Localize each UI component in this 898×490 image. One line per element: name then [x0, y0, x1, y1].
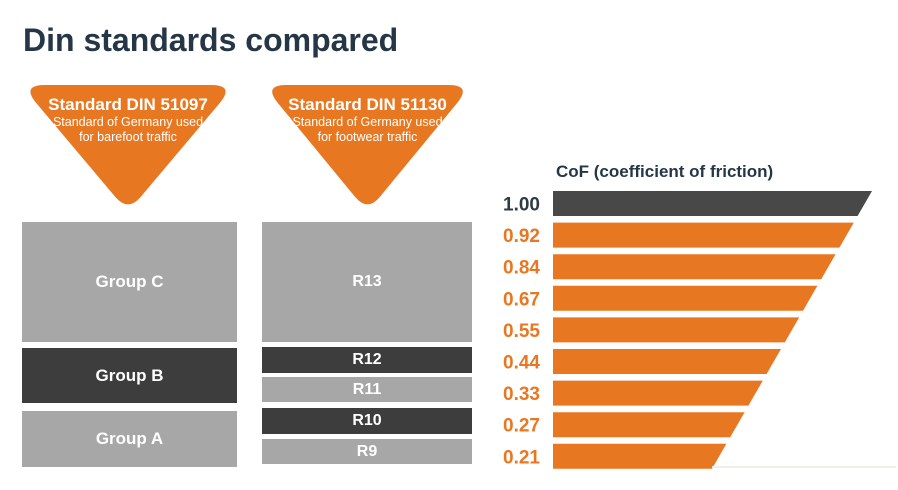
group-box-group-a: Group A: [22, 411, 237, 467]
cof-value-label: 0.55: [503, 321, 540, 342]
badge-subtitle-line1: Standard of Germany used: [52, 115, 204, 129]
cof-bar-0.44: [553, 349, 781, 374]
group-box-group-c: Group C: [22, 222, 237, 342]
group-box-label: Group B: [95, 365, 164, 385]
cof-bar-0.21: [553, 443, 727, 469]
badge-text-block: Standard DIN 51097 Standard of Germany u…: [21, 85, 235, 145]
rating-box-r9: R9: [262, 439, 472, 464]
badge-title: Standard DIN 51130: [288, 95, 447, 114]
page-title: Din standards compared: [23, 22, 399, 58]
din-51130-ratings-column: R13 R12 R11 R10 R9: [262, 0, 472, 490]
cof-value-label: 0.67: [503, 289, 540, 310]
badge-title: Standard DIN 51097: [48, 95, 208, 114]
rating-box-r12: R12: [262, 347, 472, 373]
rating-box-label: R10: [352, 412, 382, 429]
group-box-label: Group C: [95, 272, 164, 291]
rating-box-r13: R13: [262, 222, 472, 342]
cof-value-label: 0.27: [503, 416, 540, 437]
cof-value-label: 0.21: [503, 447, 540, 468]
group-box-label: Group A: [95, 429, 164, 448]
rating-box-r10: R10: [262, 408, 472, 434]
badge-din-51097: Standard DIN 51097 Standard of Germany u…: [21, 85, 235, 212]
cof-value-label: 0.92: [503, 226, 540, 247]
group-box-group-b: Group B: [22, 348, 237, 403]
badge-subtitle-line2: for barefoot traffic: [79, 130, 177, 144]
badge-pointer-shape: [272, 85, 463, 205]
cof-bar-1.00: [553, 191, 872, 216]
chart-title: CoF (coefficient of friction): [556, 162, 773, 181]
cof-bar-0.55: [553, 317, 800, 343]
badge-din-51130: Standard DIN 51130 Standard of Germany u…: [263, 85, 472, 212]
badge-subtitle-line1: Standard of Germany used: [292, 115, 443, 129]
badge-text-block: Standard DIN 51130 Standard of Germany u…: [263, 85, 472, 145]
cof-bar-0.27: [553, 412, 745, 438]
badge-subtitle-line2: for footwear traffic: [317, 130, 418, 144]
cof-value-label: 0.84: [503, 258, 540, 279]
cof-bar-0.67: [553, 285, 818, 311]
cof-bar-0.92: [553, 222, 854, 248]
din-51097-groups-column: Group C Group B Group A: [22, 0, 237, 490]
cof-bar-0.84: [553, 254, 836, 280]
rating-box-label: R13: [352, 273, 382, 290]
rating-box-label: R11: [352, 380, 382, 398]
cof-value-label: 1.00: [503, 195, 540, 216]
chart-baseline: [712, 466, 896, 468]
cof-value-label: 0.44: [503, 353, 540, 374]
rating-box-r11: R11: [262, 377, 472, 402]
rating-box-label: R12: [352, 351, 382, 368]
cof-value-label: 0.33: [503, 384, 540, 405]
cof-bar-0.33: [553, 380, 763, 406]
badge-pointer-shape: [30, 85, 226, 205]
cof-funnel-chart: CoF (coefficient of friction) 1.00 0.92 0.8…: [503, 162, 872, 469]
rating-box-label: R9: [356, 442, 378, 460]
